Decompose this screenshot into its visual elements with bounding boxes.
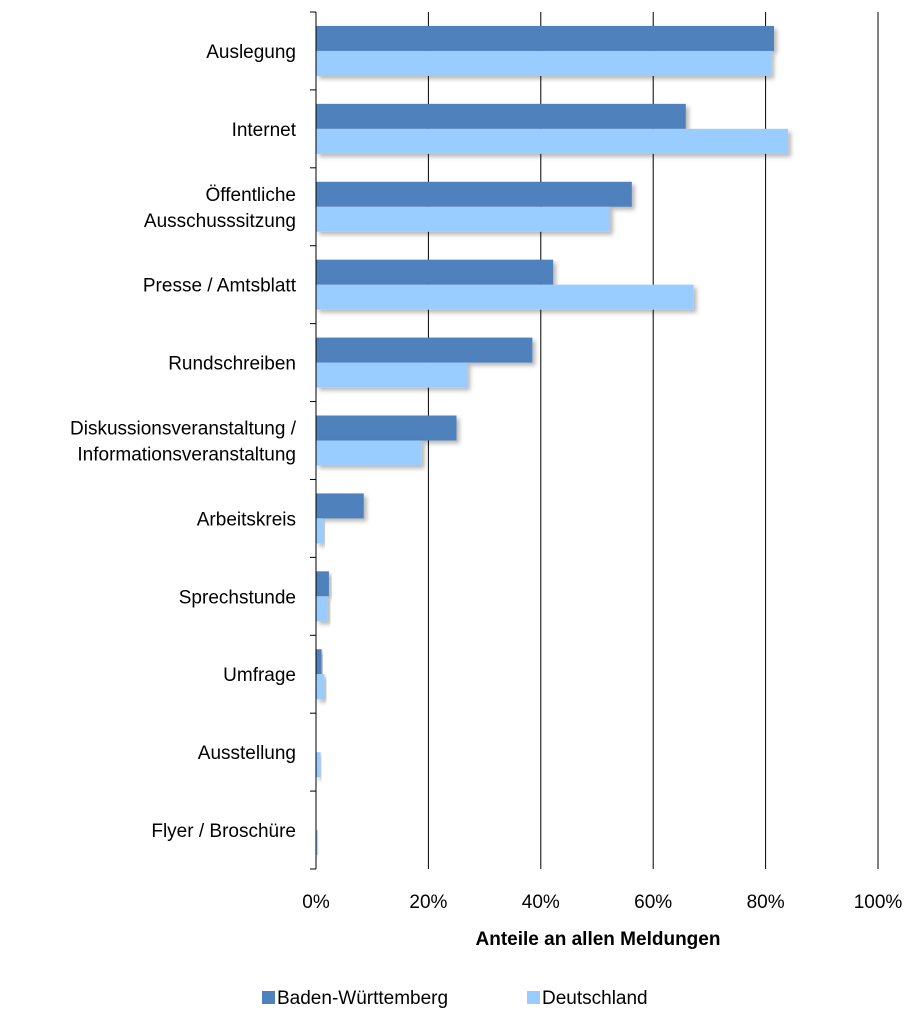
bar-deutschland <box>316 362 468 388</box>
category-label: Internet <box>232 120 297 141</box>
x-tick-label: 80% <box>747 892 785 913</box>
axes <box>310 11 317 870</box>
bar-deutschland <box>316 50 772 76</box>
bar-deutschland <box>316 440 422 466</box>
category-label: Arbeitskreis <box>197 509 296 530</box>
bar-baden-wuerttemberg <box>316 181 632 207</box>
category-label: Auslegung <box>206 42 296 63</box>
legend: Baden-Württemberg Deutschland <box>262 988 648 1009</box>
category-label: Rundschreiben <box>168 354 296 375</box>
legend-label: Deutschland <box>542 988 648 1009</box>
bar-deutschland <box>316 674 325 700</box>
x-tick-label: 40% <box>522 892 560 913</box>
category-label: Diskussionsveranstaltung / Informationsve… <box>70 419 297 466</box>
bar-deutschland <box>316 518 324 544</box>
bar-baden-wuerttemberg <box>316 337 533 363</box>
bar-deutschland <box>316 206 610 232</box>
category-label: Umfrage <box>223 665 296 686</box>
legend-swatch <box>262 991 275 1004</box>
category-label: Öffentliche Ausschusssitzung <box>144 185 296 232</box>
x-axis-title: Anteile an allen Meldungen <box>476 929 721 950</box>
gridlines <box>427 12 879 869</box>
bar-deutschland <box>316 128 789 154</box>
category-label: Presse / Amtsblatt <box>143 276 297 297</box>
bar-deutschland <box>316 752 321 778</box>
labels: 0% 20% 40% 60% 80% 100% Auslegung Internet Öffen… <box>70 42 902 913</box>
bar-baden-wuerttemberg <box>316 259 554 285</box>
bar-baden-wuerttemberg <box>316 25 775 51</box>
legend-swatch <box>527 991 540 1004</box>
bar-baden-wuerttemberg <box>316 103 686 129</box>
bars <box>316 25 789 856</box>
bar-deutschland <box>316 284 694 310</box>
category-label: Ausstellung <box>198 743 296 764</box>
x-tick-label: 0% <box>302 892 330 913</box>
category-label: Sprechstunde <box>179 587 296 608</box>
bar-baden-wuerttemberg <box>316 415 457 441</box>
x-tick-label: 60% <box>634 892 672 913</box>
bar-baden-wuerttemberg <box>316 649 322 675</box>
bar-baden-wuerttemberg <box>316 571 329 597</box>
legend-label: Baden-Württemberg <box>277 988 448 1009</box>
x-tick-label: 100% <box>854 892 903 913</box>
bar-deutschland <box>316 596 328 622</box>
category-label: Flyer / Broschüre <box>151 821 296 842</box>
bar-baden-wuerttemberg <box>316 493 364 519</box>
x-tick-label: 20% <box>409 892 447 913</box>
bar-deutschland <box>316 830 318 856</box>
